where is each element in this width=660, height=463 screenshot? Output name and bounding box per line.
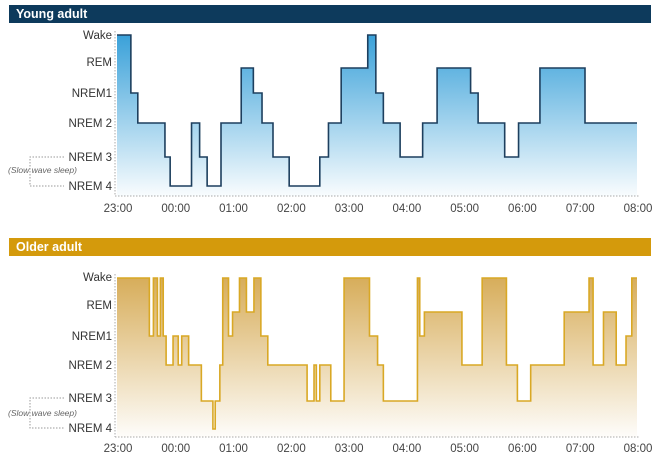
x-tick-label: 23:00 [104,443,133,455]
x-tick-label: 08:00 [624,443,653,455]
older-adult-header: Older adult [9,238,651,256]
stage-label: NREM 4 [69,423,113,435]
x-tick-label: 03:00 [335,443,364,455]
slow-wave-label: (Slow wave sleep) [8,408,77,418]
x-tick-label: 08:00 [624,203,653,215]
x-tick-label: 06:00 [508,443,537,455]
stage-label: NREM1 [72,88,112,100]
x-tick-label: 07:00 [566,203,595,215]
x-tick-label: 00:00 [161,203,190,215]
x-tick-label: 05:00 [450,203,479,215]
slow-wave-bracket [29,156,64,187]
stage-label: REM [86,57,112,69]
x-tick-label: 00:00 [161,443,190,455]
x-tick-label: 23:00 [104,203,133,215]
sleep-area-fill [117,35,637,196]
slow-wave-label: (Slow wave sleep) [8,165,77,175]
x-tick-label: 04:00 [392,443,421,455]
stage-label: NREM 2 [69,118,112,130]
stage-label: Wake [83,272,112,284]
x-tick-label: 03:00 [335,203,364,215]
x-tick-label: 06:00 [508,203,537,215]
x-tick-label: 02:00 [277,443,306,455]
x-tick-label: 05:00 [450,443,479,455]
x-tick-label: 04:00 [392,203,421,215]
x-tick-label: 07:00 [566,443,595,455]
stage-label: REM [86,300,112,312]
stage-label: NREM 2 [69,360,112,372]
slow-wave-bracket [29,397,64,429]
stage-label: NREM 3 [69,393,112,405]
young-adult-header: Young adult [9,5,651,23]
x-tick-label: 01:00 [219,203,248,215]
sleep-stage-line [117,277,637,430]
x-tick-label: 02:00 [277,203,306,215]
chart-0: Wake REM NREM1 NREM 2 NREM 3 NREM 4 (Slow wave… [8,30,652,215]
stage-label: NREM 3 [69,152,112,164]
stage-label: NREM1 [72,331,112,343]
x-tick-label: 01:00 [219,443,248,455]
sleep-stage-line [117,34,637,187]
stage-label: Wake [83,30,112,42]
chart-1: Wake REM NREM1 NREM 2 NREM 3 NREM 4 (Slow wave… [8,272,652,455]
stage-label: NREM 4 [69,181,113,193]
